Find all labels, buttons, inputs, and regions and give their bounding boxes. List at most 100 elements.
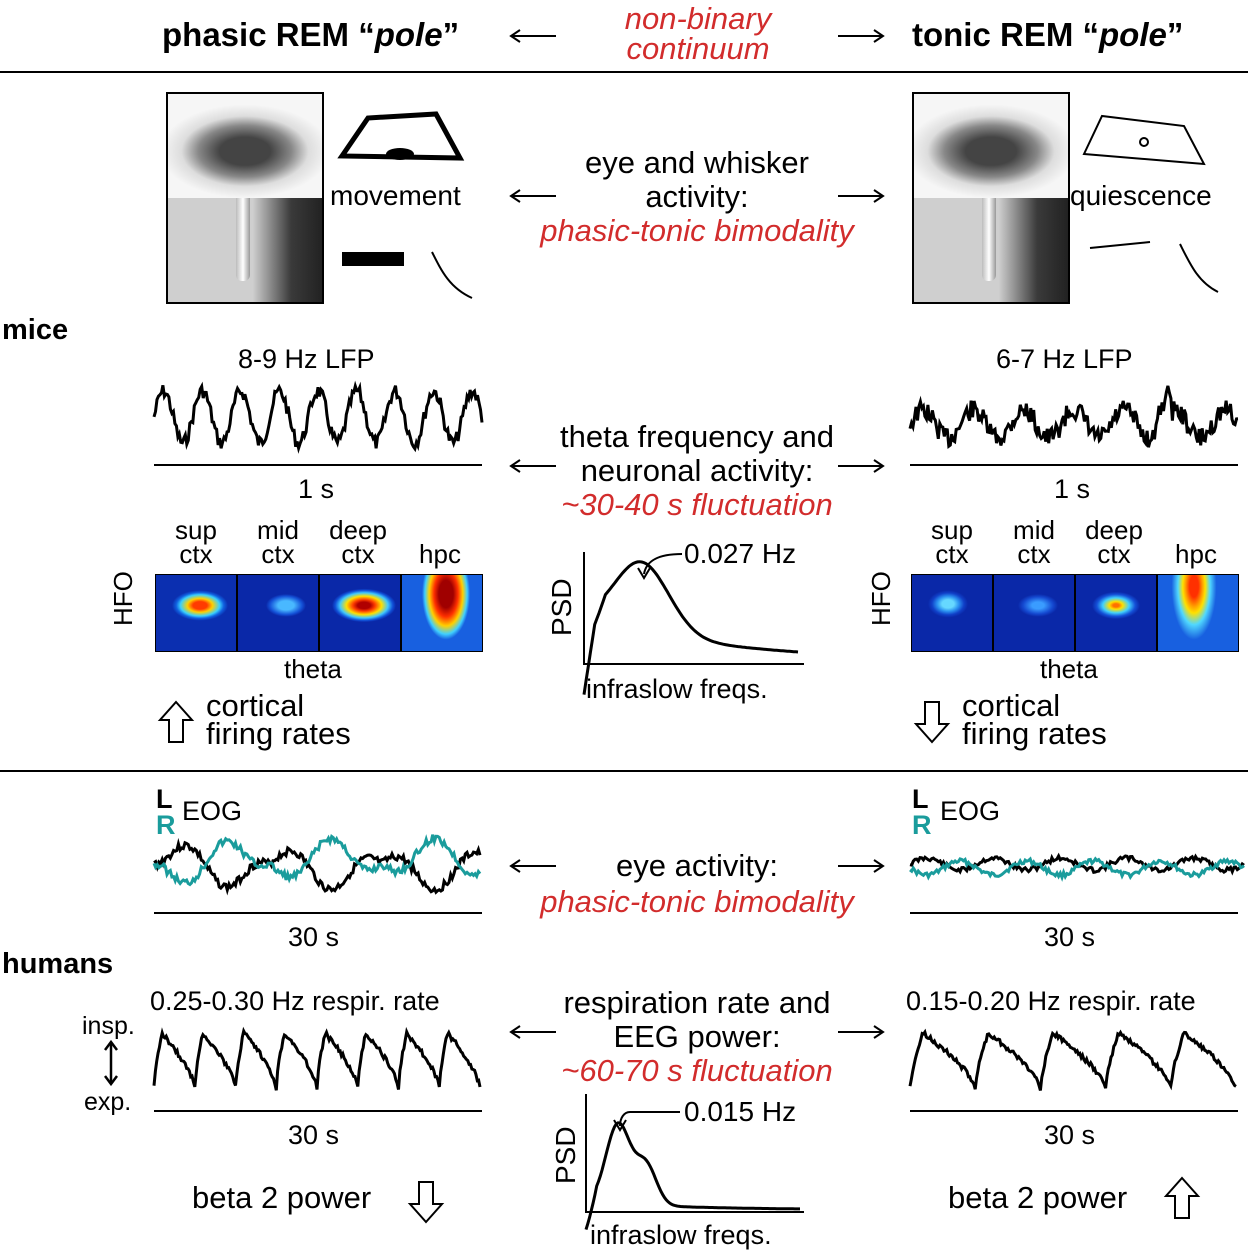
hfo-label-line1: deep: [1085, 515, 1143, 545]
humans-section-label: humans: [2, 948, 114, 980]
right-eog-R: R: [912, 810, 932, 840]
right-hfo-sup-ctx-heatmap: [911, 574, 993, 652]
right-hfo-label-hpc: hpc: [1156, 539, 1236, 569]
exp-label: exp.: [84, 1088, 132, 1116]
right-firing-label: cortical firing rates: [962, 688, 1107, 751]
left-eog-R: R: [156, 810, 176, 840]
resp-right-arrow-icon: [838, 1025, 885, 1039]
right-hfo-mid-ctx-heatmap: [993, 574, 1075, 652]
insp-label: insp.: [82, 1012, 135, 1040]
left-lfp-scalebar: [154, 464, 482, 466]
tonic-rem-title: tonic REM “pole”: [912, 18, 1183, 51]
right-beta-label: beta 2 power: [948, 1180, 1128, 1215]
left-firing-label: cortical firing rates: [206, 690, 351, 751]
hfo-label-line2: ctx: [1017, 539, 1051, 569]
left-firing-line2: firing rates: [206, 716, 351, 751]
right-resp-scalebar: [910, 1110, 1238, 1112]
right-firing-line1: cortical: [962, 688, 1061, 723]
right-hfo-axis: HFO: [866, 571, 896, 626]
continuum-line1: non-binary: [624, 1, 772, 36]
down-arrow-icon: [913, 701, 951, 744]
left-eog-trace: [152, 834, 482, 896]
theta-label: theta frequency and neuronal activity: ~…: [510, 420, 884, 522]
right-lfp-scale: 1 s: [1054, 474, 1091, 504]
mice-psd-xlabel: infraslow freqs.: [586, 674, 768, 704]
left-arrow-icon: [509, 29, 556, 43]
right-eog-scalebar: [910, 912, 1238, 914]
left-lfp-title: 8-9 Hz LFP: [238, 344, 375, 374]
right-lfp-trace: [908, 385, 1239, 449]
left-eog-scale: 30 s: [288, 922, 340, 952]
left-eog-L: L: [156, 784, 173, 814]
right-hfo-deep-ctx-heatmap: [1075, 574, 1157, 652]
hfo-label-line1: mid: [1013, 515, 1055, 545]
right-hfo-label-sup: sup ctx: [912, 517, 992, 569]
continuum-label: non-binary continuum: [578, 1, 818, 66]
section-divider: [0, 770, 1248, 772]
left-hfo-mid-ctx-heatmap: [237, 574, 319, 652]
right-title-em: pole: [1099, 16, 1167, 53]
left-eog-title: EOG: [182, 796, 243, 826]
right-hfo-label-deep: deep ctx: [1074, 515, 1154, 569]
left-beta-down-arrow-icon: [407, 1181, 445, 1224]
right-resp-trace: [908, 1028, 1237, 1091]
phasic-rem-title: phasic REM “pole”: [162, 18, 459, 51]
right-firing-line2: firing rates: [962, 716, 1107, 751]
right-lfp-scalebar: [910, 464, 1238, 466]
header-divider: [0, 71, 1248, 73]
left-theta-axis: theta: [284, 654, 342, 684]
resp-left-arrow-icon: [509, 1025, 556, 1039]
eye-whisker-right-arrow-icon: [838, 189, 885, 203]
resp-label: respiration rate and EEG power: ~60-70 s…: [510, 986, 884, 1088]
right-eog-L: L: [912, 784, 929, 814]
hfo-label-line2: ctx: [1097, 539, 1131, 569]
theta-right-arrow-icon: [838, 459, 885, 473]
right-beta-up-arrow-icon: [1163, 1176, 1201, 1219]
right-title-suffix: ”: [1166, 16, 1184, 53]
left-title-em: pole: [374, 16, 443, 53]
mice-section-label: mice: [2, 314, 69, 346]
hfo-label-line1: mid: [257, 515, 299, 545]
theta-line1: theta frequency and: [559, 419, 835, 454]
right-hfo-label-mid: mid ctx: [994, 515, 1074, 569]
left-title-prefix: phasic REM “: [162, 16, 375, 53]
theta-red: ~30-40 s fluctuation: [561, 487, 833, 522]
hfo-label-line2: ctx: [341, 539, 375, 569]
quiescence-label: quiescence: [1070, 180, 1212, 211]
hfo-label-line2: ctx: [179, 539, 213, 569]
hfo-label-line2: ctx: [935, 539, 969, 569]
humans-psd-peak: 0.015 Hz: [684, 1096, 797, 1127]
phasic-eye-trace-icon: [337, 111, 465, 161]
hfo-label-line2: ctx: [261, 539, 295, 569]
tonic-eye-trace-icon: [1082, 114, 1206, 166]
right-eog-title: EOG: [940, 796, 1001, 826]
mice-psd-peak: 0.027 Hz: [684, 538, 797, 569]
insp-exp-arrow-icon: [104, 1039, 118, 1087]
right-resp-title: 0.15-0.20 Hz respir. rate: [906, 986, 1196, 1016]
hfo-label-line2: hpc: [419, 539, 461, 569]
left-beta-label: beta 2 power: [192, 1180, 372, 1215]
left-resp-trace: [152, 1026, 482, 1091]
left-hfo-deep-ctx-heatmap: [319, 574, 401, 652]
eye-whisker-red: phasic-tonic bimodality: [540, 213, 854, 248]
left-hfo-axis: HFO: [108, 571, 138, 626]
left-hfo-label-hpc: hpc: [400, 539, 480, 569]
left-hfo-hpc-heatmap: [401, 574, 483, 652]
left-title-suffix: ”: [442, 16, 460, 53]
hfo-label-line2: hpc: [1175, 539, 1217, 569]
right-lfp-title: 6-7 Hz LFP: [996, 344, 1133, 374]
humans-psd-label: PSD: [550, 1126, 581, 1184]
right-eog-trace: [909, 852, 1245, 882]
theta-left-arrow-icon: [509, 459, 556, 473]
eye-activity-line1: eye activity:: [616, 848, 778, 883]
resp-line1: respiration rate and: [563, 985, 831, 1020]
left-lfp-trace: [152, 380, 484, 454]
eye-activity-red: phasic-tonic bimodality: [540, 884, 854, 919]
resp-line2: EEG power:: [613, 1019, 781, 1054]
right-title-prefix: tonic REM “: [912, 16, 1099, 53]
hfo-label-line1: sup: [175, 515, 217, 545]
resp-red: ~60-70 s fluctuation: [561, 1053, 833, 1088]
left-hfo-sup-ctx-heatmap: [155, 574, 237, 652]
eye-activity-right-arrow-icon: [838, 859, 885, 873]
continuum-line2: continuum: [626, 31, 770, 66]
